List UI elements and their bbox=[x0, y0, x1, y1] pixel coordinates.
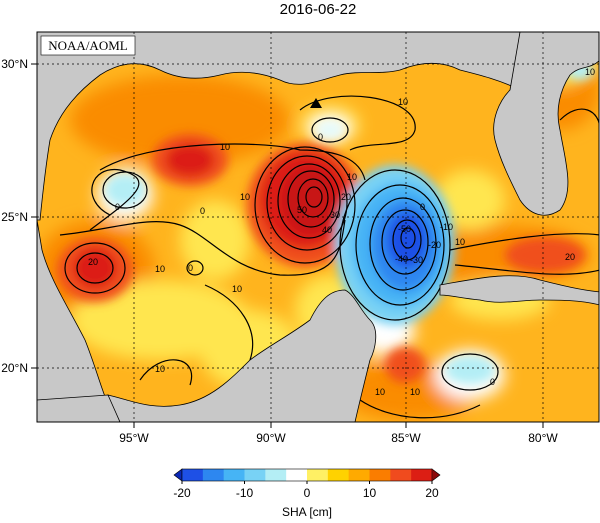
contour-label: 20 bbox=[341, 192, 351, 202]
colorbar-swatch bbox=[182, 469, 204, 481]
triangle-marker bbox=[310, 98, 322, 108]
contour-label: -20 bbox=[428, 240, 441, 250]
x-tick-label: 85°W bbox=[391, 431, 421, 445]
credit-label: NOAA/AOML bbox=[48, 38, 128, 53]
contour-label: 0 bbox=[200, 206, 205, 216]
map-area: 10 0 10 0 20 10 0 10 50 40 30 20 10 0 -5… bbox=[37, 32, 599, 422]
contour-label: 50 bbox=[297, 205, 307, 215]
x-tick-label: 80°W bbox=[528, 431, 558, 445]
colorbar-swatch bbox=[286, 469, 308, 481]
colorbar-swatch bbox=[223, 469, 245, 481]
y-tick-label: 25°N bbox=[1, 210, 28, 224]
contour-label: 10 bbox=[232, 284, 242, 294]
contour-label: 10 bbox=[398, 97, 408, 107]
contour-label: 10 bbox=[220, 142, 230, 152]
map-title: 2016-06-22 bbox=[280, 1, 357, 18]
contour-label: 10 bbox=[375, 387, 385, 397]
contour-label: 20 bbox=[565, 252, 575, 262]
contour-label: 0 bbox=[318, 132, 323, 142]
colorbar-tick-label: -20 bbox=[173, 486, 191, 500]
colorbar-high-arrow bbox=[431, 468, 441, 482]
colorbar-tick-label: -10 bbox=[236, 486, 254, 500]
contour-label-group: 10 0 10 0 20 10 0 10 50 40 30 20 10 0 -5… bbox=[88, 67, 595, 397]
contour-label: -40 bbox=[395, 254, 408, 264]
colorbar: -20 -10 0 10 20 SHA [cm] bbox=[173, 468, 441, 519]
land bbox=[37, 32, 599, 422]
map-frame bbox=[36, 31, 600, 423]
contour-label: -30 bbox=[410, 255, 423, 265]
contour-lines bbox=[59, 95, 599, 419]
colorbar-swatch bbox=[411, 469, 433, 481]
contour-label: 0 bbox=[188, 263, 193, 273]
colorbar-swatch bbox=[244, 469, 266, 481]
colorbar-tick-label: 10 bbox=[363, 486, 377, 500]
colorbar-swatch bbox=[348, 469, 370, 481]
contour-label: 10 bbox=[240, 192, 250, 202]
x-tick-label: 95°W bbox=[119, 431, 149, 445]
contour-label: 20 bbox=[88, 257, 98, 267]
contour-label: 10 bbox=[347, 172, 357, 182]
contour-label: 40 bbox=[322, 225, 332, 235]
contour-label: -10 bbox=[440, 222, 453, 232]
colorbar-label: SHA [cm] bbox=[282, 505, 332, 519]
contour-label: 10 bbox=[410, 387, 420, 397]
contour-label: 10 bbox=[155, 364, 165, 374]
sha-extremes bbox=[57, 60, 594, 384]
colorbar-swatch bbox=[327, 469, 350, 481]
contour-label: 30 bbox=[330, 210, 340, 220]
colorbar-swatch bbox=[265, 469, 287, 481]
colorbar-swatch bbox=[369, 469, 391, 481]
colorbar-swatch bbox=[307, 469, 329, 481]
grid-lines bbox=[37, 32, 599, 422]
tick-marks bbox=[31, 63, 544, 428]
contour-label: 10 bbox=[155, 264, 165, 274]
colorbar-low-arrow bbox=[173, 468, 183, 482]
contour-label: 10 bbox=[455, 237, 465, 247]
colorbar-swatch bbox=[390, 469, 412, 481]
contour-label: 0 bbox=[420, 202, 425, 212]
x-tick-label: 90°W bbox=[256, 431, 286, 445]
y-tick-label: 20°N bbox=[1, 361, 28, 375]
y-tick-label: 30°N bbox=[1, 57, 28, 71]
credit-box bbox=[40, 35, 136, 56]
colorbar-swatch bbox=[202, 469, 225, 481]
contour-label: 0 bbox=[115, 202, 120, 212]
colorbar-tick-label: 0 bbox=[304, 486, 311, 500]
colorbar-tick-label: 20 bbox=[425, 486, 439, 500]
contour-label: -50 bbox=[398, 224, 411, 234]
contour-label: 0 bbox=[490, 377, 495, 387]
contour-label: 10 bbox=[585, 67, 595, 77]
